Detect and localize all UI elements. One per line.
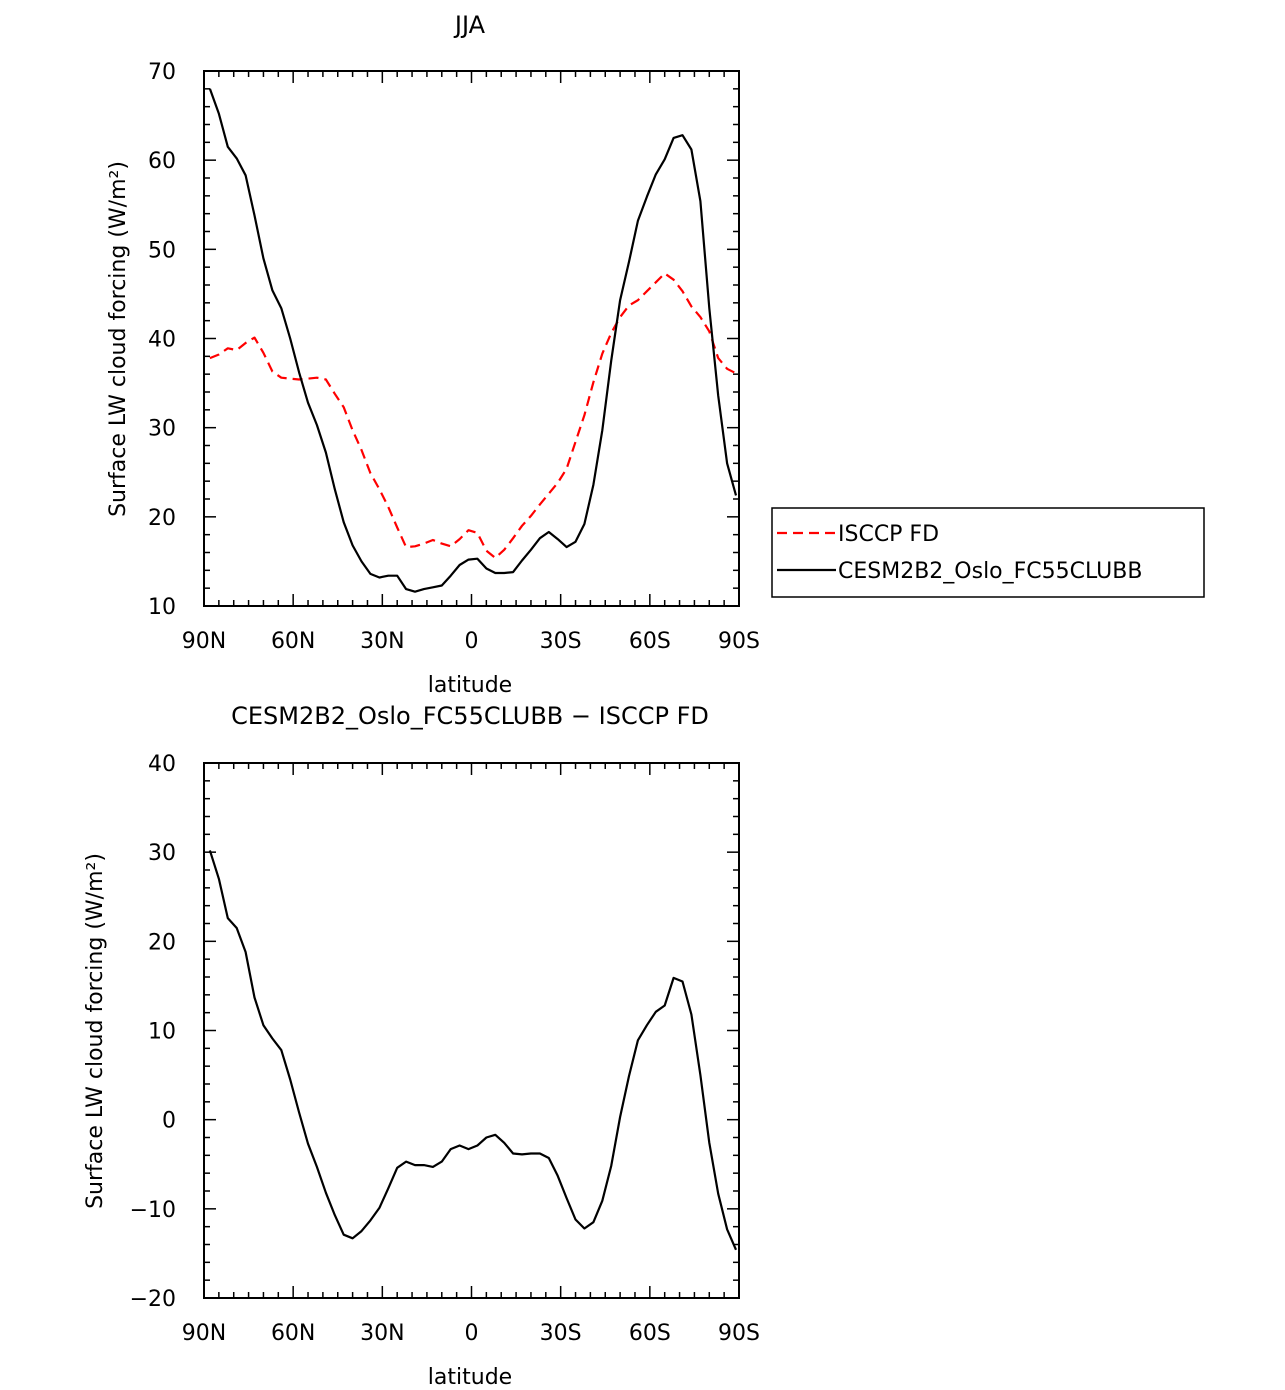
- x-tick-label: 90S: [718, 1321, 760, 1346]
- y-tick-label: 10: [148, 595, 176, 620]
- bottom-panel: CESM2B2_Oslo_FC55CLUBB − ISCCP FD 90N 60N…: [83, 702, 760, 1390]
- bottom-panel-x-tick-labels: 90N 60N 30N 0 30S 60S 90S: [182, 1321, 760, 1346]
- x-tick-label: 30N: [360, 1321, 404, 1346]
- y-tick-label: 30: [148, 417, 176, 442]
- x-tick-label: 60S: [629, 629, 671, 654]
- y-tick-label: 60: [148, 149, 176, 174]
- y-tick-label: 70: [148, 60, 176, 85]
- x-tick-label: 0: [465, 629, 479, 654]
- top-panel-y-tick-labels: 10 20 30 40 50 60 70: [148, 60, 176, 620]
- y-tick-label: 0: [162, 1109, 176, 1134]
- top-panel-y-axis-label: Surface LW cloud forcing (W/m²): [106, 161, 131, 517]
- legend-box: [771, 507, 1205, 598]
- bottom-panel-x-axis-label: latitude: [428, 1365, 512, 1390]
- x-tick-label: 90S: [718, 629, 760, 654]
- y-tick-label: 10: [148, 1020, 176, 1045]
- x-tick-label: 0: [465, 1321, 479, 1346]
- y-tick-label: −20: [130, 1287, 176, 1312]
- legend-isccp-label: ISCCP FD: [838, 522, 939, 547]
- y-tick-label: 20: [148, 930, 176, 955]
- bottom-panel-y-tick-labels: −20 −10 0 10 20 30 40: [130, 752, 176, 1312]
- x-tick-label: 60N: [271, 629, 315, 654]
- top-panel-ticks: [203, 70, 740, 607]
- x-tick-label: 30N: [360, 629, 404, 654]
- top-panel-frame: [203, 70, 740, 607]
- x-tick-label: 60N: [271, 1321, 315, 1346]
- top-panel-title: JJA: [453, 11, 486, 39]
- bottom-panel-series: [208, 850, 738, 1251]
- series-line-0: [208, 850, 738, 1251]
- x-tick-label: 90N: [182, 1321, 226, 1346]
- x-tick-label: 60S: [629, 1321, 671, 1346]
- bottom-panel-title: CESM2B2_Oslo_FC55CLUBB − ISCCP FD: [231, 702, 709, 730]
- top-panel-x-axis-label: latitude: [428, 673, 512, 698]
- top-panel-series: [208, 88, 738, 593]
- series-line-1: [208, 88, 738, 593]
- x-tick-label: 30S: [540, 1321, 582, 1346]
- y-tick-label: 20: [148, 506, 176, 531]
- top-panel: JJA 90N 60N 30N 0 30S 60S 90S 10 20 30 40 50 60 70 l…: [106, 11, 760, 698]
- bottom-panel-frame: [203, 762, 740, 1299]
- x-tick-label: 30S: [540, 629, 582, 654]
- bottom-panel-ticks: [203, 762, 740, 1299]
- y-tick-label: 40: [148, 328, 176, 353]
- bottom-panel-y-axis-label: Surface LW cloud forcing (W/m²): [83, 853, 108, 1209]
- top-panel-x-tick-labels: 90N 60N 30N 0 30S 60S 90S: [182, 629, 760, 654]
- legend-cesm-label: CESM2B2_Oslo_FC55CLUBB: [838, 559, 1142, 584]
- y-tick-label: −10: [130, 1198, 176, 1223]
- y-tick-label: 30: [148, 841, 176, 866]
- x-tick-label: 90N: [182, 629, 226, 654]
- y-tick-label: 50: [148, 238, 176, 263]
- series-line-0: [209, 272, 737, 560]
- legend: ISCCP FD CESM2B2_Oslo_FC55CLUBB: [771, 507, 1205, 598]
- y-tick-label: 40: [148, 752, 176, 777]
